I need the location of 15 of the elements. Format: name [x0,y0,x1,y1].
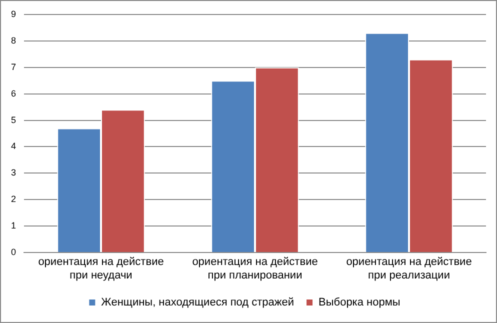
y-tick-label: 0 [10,247,16,258]
y-tick-label: 5 [10,114,16,125]
y-tick-label: 8 [10,35,16,46]
y-tick-label: 3 [10,168,16,178]
y-tick-label: 2 [10,194,16,204]
x-tick-label: ориентация на действие при реализации [346,256,472,282]
x-tick-label: ориентация на действие при неудачи [38,256,164,282]
x-tick-label: ориентация на действие при планировании [192,256,318,282]
y-tick-label: 4 [10,141,16,152]
y-tick-label: 9 [10,8,16,19]
legend-label: Женщины, находящиеся под стражей [101,296,294,309]
legend-label: Выборка нормы [318,296,400,309]
y-tick-label: 1 [10,220,16,231]
y-tick-label: 6 [10,88,16,98]
y-tick-label: 7 [10,62,16,72]
